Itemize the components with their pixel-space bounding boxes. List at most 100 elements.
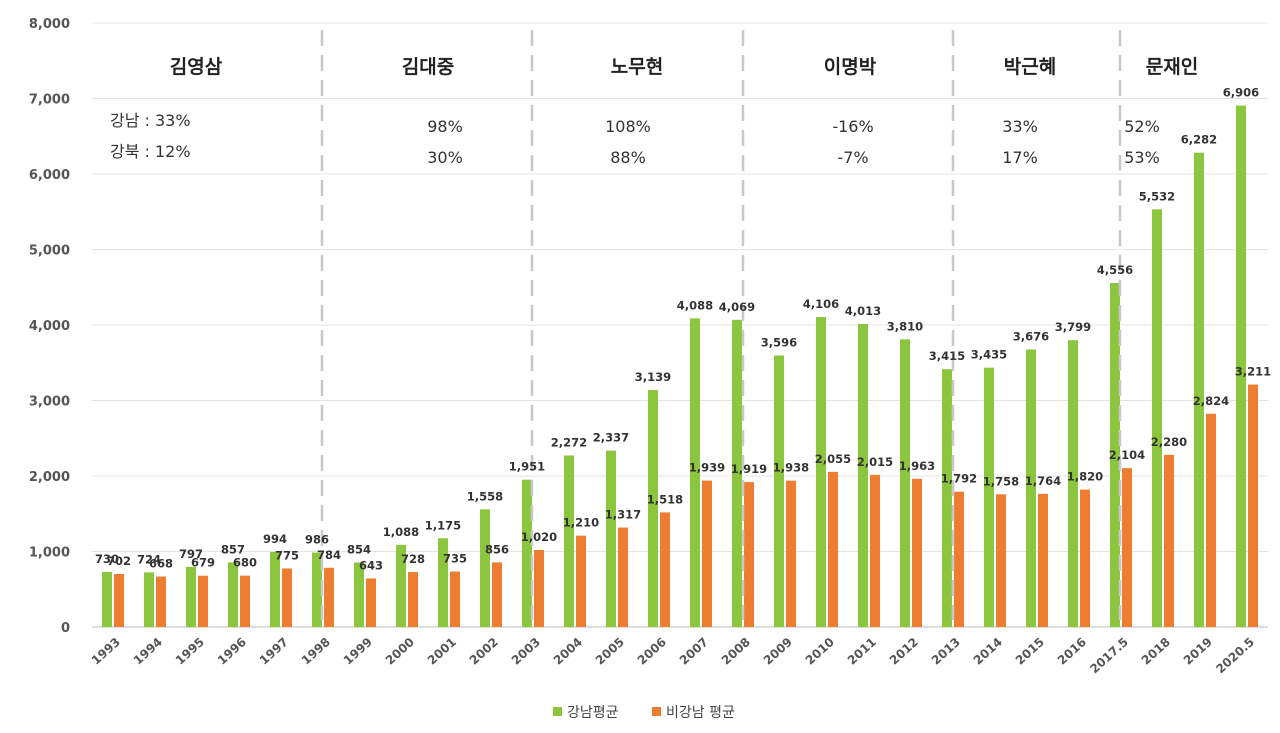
data-label-non-gangnam: 1,820 bbox=[1067, 470, 1103, 484]
data-label-gangnam: 994 bbox=[263, 532, 287, 546]
bar-gangnam bbox=[270, 551, 280, 627]
bar-non-gangnam bbox=[114, 573, 124, 627]
data-label-non-gangnam: 784 bbox=[317, 548, 341, 562]
bar-non-gangnam bbox=[240, 575, 250, 627]
bar-non-gangnam bbox=[534, 549, 544, 627]
data-label-gangnam: 3,596 bbox=[761, 336, 797, 350]
data-label-gangnam: 1,175 bbox=[425, 518, 461, 532]
x-tick-label: 2016 bbox=[1055, 635, 1089, 668]
y-tick-label: 7,000 bbox=[29, 93, 70, 108]
x-tick-label: 2012 bbox=[887, 635, 921, 668]
data-label-non-gangnam: 1,764 bbox=[1025, 474, 1061, 488]
x-tick-label: 2002 bbox=[467, 635, 501, 668]
bar-non-gangnam bbox=[744, 482, 754, 627]
bar-gangnam bbox=[228, 562, 238, 627]
bar-gangnam bbox=[102, 571, 112, 627]
bar-gangnam bbox=[606, 450, 616, 627]
era-change-gangbuk: 17% bbox=[1002, 148, 1038, 167]
legend-label-gangnam: 강남평균 bbox=[567, 705, 619, 721]
bar-gangnam bbox=[144, 572, 154, 627]
data-label-non-gangnam: 679 bbox=[191, 556, 215, 570]
x-tick-label: 2020.5 bbox=[1213, 635, 1257, 676]
data-label-gangnam: 986 bbox=[305, 533, 329, 547]
bar-non-gangnam bbox=[1206, 413, 1216, 627]
bar-non-gangnam bbox=[828, 471, 838, 627]
x-tick-label: 2006 bbox=[635, 635, 669, 668]
x-tick-label: 1998 bbox=[299, 635, 333, 668]
bar-non-gangnam bbox=[324, 567, 334, 627]
data-label-gangnam: 6,282 bbox=[1181, 133, 1217, 147]
data-label-gangnam: 4,088 bbox=[677, 298, 713, 312]
data-label-gangnam: 1,951 bbox=[509, 460, 545, 474]
bar-non-gangnam bbox=[1038, 493, 1048, 627]
bar-gangnam bbox=[1068, 340, 1078, 627]
data-label-gangnam: 4,556 bbox=[1097, 263, 1133, 277]
data-label-gangnam: 3,810 bbox=[887, 319, 923, 333]
data-label-non-gangnam: 2,015 bbox=[857, 455, 893, 469]
bar-non-gangnam bbox=[450, 571, 460, 627]
data-label-gangnam: 4,069 bbox=[719, 300, 755, 314]
x-tick-label: 2005 bbox=[593, 635, 627, 668]
era-change-gangbuk: 88% bbox=[610, 148, 646, 167]
bar-non-gangnam bbox=[576, 535, 586, 627]
bar-gangnam bbox=[186, 566, 196, 627]
y-axis: 0 1,000 2,000 3,000 4,000 5,000 6,000 7,000 8,00… bbox=[29, 17, 70, 636]
data-label-non-gangnam: 668 bbox=[149, 557, 173, 571]
bar-non-gangnam bbox=[660, 512, 670, 627]
x-tick-label: 2009 bbox=[761, 635, 795, 668]
data-label-non-gangnam: 1,938 bbox=[773, 461, 809, 475]
era-change-gangnam: 강남 : 33% bbox=[110, 111, 191, 130]
x-tick-label: 1993 bbox=[89, 635, 123, 668]
y-tick-label: 0 bbox=[61, 621, 70, 636]
data-label-non-gangnam: 1,939 bbox=[689, 461, 725, 475]
x-tick-label: 1996 bbox=[215, 635, 249, 668]
data-label-gangnam: 730 bbox=[95, 552, 119, 566]
data-label-gangnam: 854 bbox=[347, 543, 371, 557]
x-tick-label: 2014 bbox=[971, 635, 1005, 668]
bar-non-gangnam bbox=[492, 562, 502, 627]
data-label-non-gangnam: 775 bbox=[275, 548, 299, 562]
data-label-non-gangnam: 1,963 bbox=[899, 459, 935, 473]
bar-non-gangnam bbox=[1122, 468, 1132, 627]
x-tick-label: 2008 bbox=[719, 635, 753, 668]
legend-swatch-non-gangnam bbox=[652, 707, 661, 716]
data-label-non-gangnam: 643 bbox=[359, 558, 383, 572]
data-label-non-gangnam: 2,824 bbox=[1193, 394, 1229, 408]
era-change-gangnam: 108% bbox=[605, 117, 651, 136]
data-label-non-gangnam: 2,055 bbox=[815, 452, 851, 466]
x-tick-label: 2004 bbox=[551, 635, 585, 668]
era-name: 노무현 bbox=[611, 56, 663, 78]
era-change-gangbuk: 53% bbox=[1124, 148, 1160, 167]
data-label-non-gangnam: 1,020 bbox=[521, 530, 557, 544]
bar-gangnam bbox=[1194, 152, 1204, 628]
data-label-non-gangnam: 1,758 bbox=[983, 474, 1019, 488]
legend: 강남평균 비강남 평균 bbox=[553, 705, 735, 721]
x-tick-label: 1995 bbox=[173, 635, 207, 668]
x-tick-label: 2007 bbox=[677, 635, 711, 668]
bar-non-gangnam bbox=[366, 578, 376, 627]
bar-gangnam bbox=[690, 318, 700, 627]
bar-gangnam bbox=[312, 552, 322, 627]
data-label-non-gangnam: 1,518 bbox=[647, 492, 683, 506]
x-tick-label: 2019 bbox=[1181, 635, 1215, 668]
bars bbox=[102, 105, 1258, 628]
data-label-non-gangnam: 856 bbox=[485, 542, 509, 556]
data-label-gangnam: 3,415 bbox=[929, 349, 965, 363]
era-name: 박근혜 bbox=[1004, 56, 1056, 78]
y-tick-label: 1,000 bbox=[29, 546, 70, 561]
bar-non-gangnam bbox=[996, 494, 1006, 627]
bar-non-gangnam bbox=[156, 576, 166, 627]
x-tick-label: 1997 bbox=[257, 635, 291, 668]
x-tick-label: 2017.5 bbox=[1087, 635, 1131, 676]
x-tick-label: 2010 bbox=[803, 635, 837, 668]
bar-gangnam bbox=[1152, 209, 1162, 628]
data-label-gangnam: 1,558 bbox=[467, 489, 503, 503]
x-axis: 1993 1994 1995 1996 1997 1998 1999 2000 2001 2002… bbox=[89, 635, 1257, 676]
bar-non-gangnam bbox=[408, 572, 418, 627]
era-name: 문재인 bbox=[1146, 56, 1198, 78]
bar-non-gangnam bbox=[282, 568, 292, 627]
y-tick-label: 2,000 bbox=[29, 470, 70, 485]
